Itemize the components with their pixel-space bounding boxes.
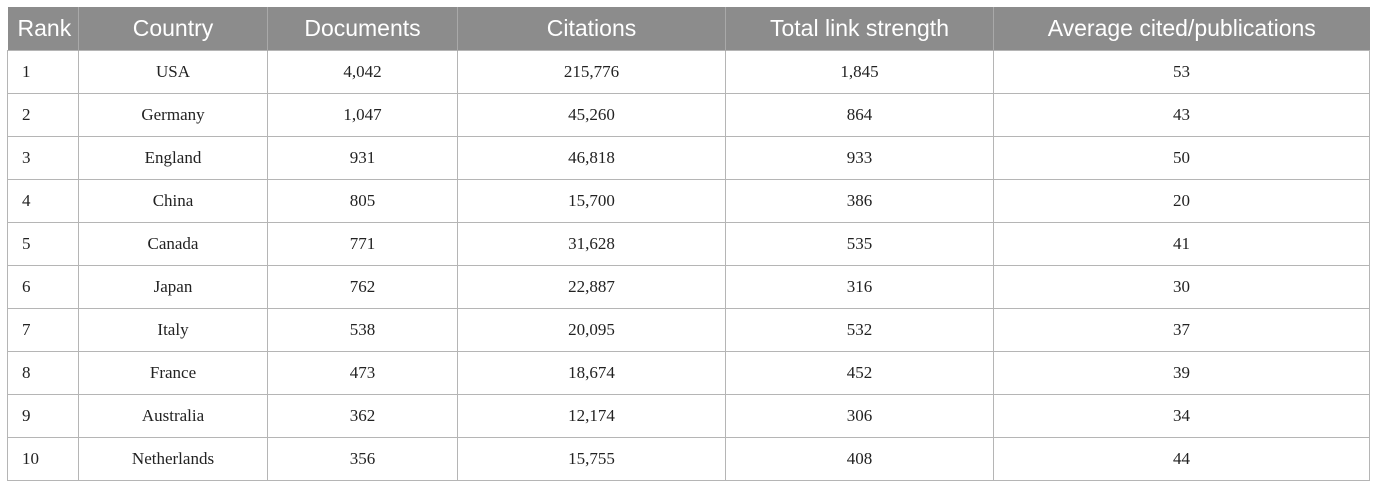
header-citations: Citations <box>457 7 726 50</box>
cell-rank: 9 <box>7 393 79 438</box>
country-ranking-table-container: Rank Country Documents Citations Total l… <box>7 7 1370 481</box>
cell-documents: 362 <box>267 393 458 438</box>
cell-total-link-strength: 386 <box>725 178 994 223</box>
table-row: 9 Australia 362 12,174 306 34 <box>7 393 1370 438</box>
cell-country: France <box>78 350 268 395</box>
cell-average-cited: 44 <box>993 436 1370 481</box>
cell-documents: 473 <box>267 350 458 395</box>
cell-rank: 10 <box>7 436 79 481</box>
cell-citations: 31,628 <box>457 221 726 266</box>
cell-citations: 15,700 <box>457 178 726 223</box>
cell-total-link-strength: 532 <box>725 307 994 352</box>
table-row: 8 France 473 18,674 452 39 <box>7 350 1370 395</box>
cell-total-link-strength: 316 <box>725 264 994 309</box>
cell-country: Japan <box>78 264 268 309</box>
cell-documents: 1,047 <box>267 92 458 137</box>
cell-citations: 22,887 <box>457 264 726 309</box>
table-row: 7 Italy 538 20,095 532 37 <box>7 307 1370 352</box>
cell-total-link-strength: 864 <box>725 92 994 137</box>
cell-citations: 20,095 <box>457 307 726 352</box>
cell-total-link-strength: 306 <box>725 393 994 438</box>
table-row: 4 China 805 15,700 386 20 <box>7 178 1370 223</box>
cell-country: Germany <box>78 92 268 137</box>
cell-citations: 15,755 <box>457 436 726 481</box>
header-documents: Documents <box>267 7 458 50</box>
cell-rank: 5 <box>7 221 79 266</box>
cell-documents: 805 <box>267 178 458 223</box>
cell-average-cited: 30 <box>993 264 1370 309</box>
table-row: 5 Canada 771 31,628 535 41 <box>7 221 1370 266</box>
cell-total-link-strength: 933 <box>725 135 994 180</box>
cell-country: Netherlands <box>78 436 268 481</box>
header-average-cited: Average cited/publications <box>993 7 1370 50</box>
cell-documents: 771 <box>267 221 458 266</box>
cell-rank: 7 <box>7 307 79 352</box>
cell-citations: 215,776 <box>457 49 726 94</box>
cell-rank: 6 <box>7 264 79 309</box>
table-row: 1 USA 4,042 215,776 1,845 53 <box>7 49 1370 94</box>
table-body: 1 USA 4,042 215,776 1,845 53 2 Germany 1… <box>7 49 1370 481</box>
cell-country: Australia <box>78 393 268 438</box>
cell-average-cited: 20 <box>993 178 1370 223</box>
cell-average-cited: 37 <box>993 307 1370 352</box>
table-row: 3 England 931 46,818 933 50 <box>7 135 1370 180</box>
table-row: 2 Germany 1,047 45,260 864 43 <box>7 92 1370 137</box>
cell-average-cited: 41 <box>993 221 1370 266</box>
cell-country: Canada <box>78 221 268 266</box>
table-header: Rank Country Documents Citations Total l… <box>7 7 1370 50</box>
cell-total-link-strength: 535 <box>725 221 994 266</box>
cell-rank: 1 <box>7 49 79 94</box>
cell-rank: 3 <box>7 135 79 180</box>
cell-documents: 931 <box>267 135 458 180</box>
cell-country: USA <box>78 49 268 94</box>
cell-citations: 18,674 <box>457 350 726 395</box>
header-rank: Rank <box>17 14 72 41</box>
cell-documents: 538 <box>267 307 458 352</box>
cell-rank: 8 <box>7 350 79 395</box>
cell-total-link-strength: 1,845 <box>725 49 994 94</box>
cell-average-cited: 53 <box>993 49 1370 94</box>
cell-country: Italy <box>78 307 268 352</box>
cell-average-cited: 43 <box>993 92 1370 137</box>
country-ranking-table: Rank Country Documents Citations Total l… <box>7 7 1370 481</box>
cell-documents: 4,042 <box>267 49 458 94</box>
cell-average-cited: 39 <box>993 350 1370 395</box>
table-row: 6 Japan 762 22,887 316 30 <box>7 264 1370 309</box>
cell-total-link-strength: 452 <box>725 350 994 395</box>
cell-documents: 762 <box>267 264 458 309</box>
header-country: Country <box>78 7 268 50</box>
cell-citations: 45,260 <box>457 92 726 137</box>
cell-documents: 356 <box>267 436 458 481</box>
table-row: 10 Netherlands 356 15,755 408 44 <box>7 436 1370 481</box>
cell-citations: 12,174 <box>457 393 726 438</box>
cell-average-cited: 50 <box>993 135 1370 180</box>
cell-rank: 4 <box>7 178 79 223</box>
cell-citations: 46,818 <box>457 135 726 180</box>
cell-country: China <box>78 178 268 223</box>
header-row: Rank Country Documents Citations Total l… <box>7 7 1370 50</box>
header-total-link-strength: Total link strength <box>725 7 994 50</box>
cell-average-cited: 34 <box>993 393 1370 438</box>
cell-total-link-strength: 408 <box>725 436 994 481</box>
cell-rank: 2 <box>7 92 79 137</box>
cell-country: England <box>78 135 268 180</box>
